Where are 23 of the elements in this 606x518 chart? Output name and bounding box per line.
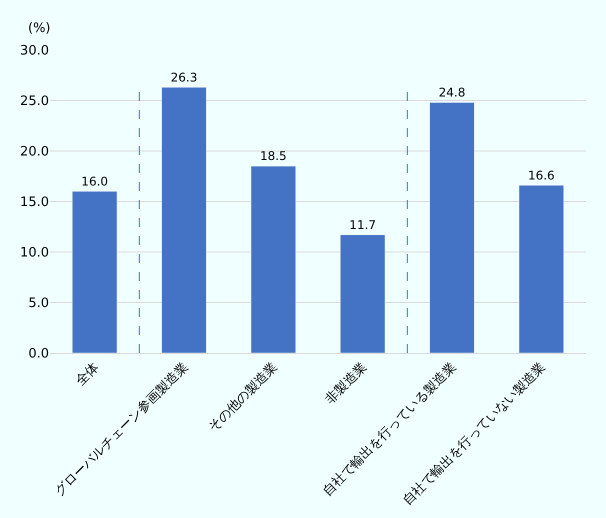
data-label: 16.0 bbox=[81, 174, 108, 188]
data-label: 24.8 bbox=[438, 86, 466, 100]
y-tick-label: 0.0 bbox=[28, 346, 49, 362]
bar bbox=[161, 87, 207, 353]
bar bbox=[250, 166, 296, 353]
y-tick-label: 5.0 bbox=[28, 296, 49, 312]
bar bbox=[72, 191, 118, 353]
bar bbox=[518, 185, 564, 353]
data-label: 16.6 bbox=[528, 168, 555, 182]
y-axis-title: (%) bbox=[28, 21, 50, 36]
bar bbox=[429, 102, 475, 353]
x-tick-label: 全体 bbox=[73, 360, 102, 389]
y-tick-label: 30.0 bbox=[20, 44, 49, 59]
y-tick-label: 10.0 bbox=[20, 246, 49, 261]
x-tick-label: 非製造業 bbox=[322, 360, 370, 408]
bar bbox=[340, 234, 386, 353]
y-tick-label: 20.0 bbox=[20, 144, 49, 160]
x-tick-label: その他の製造業 bbox=[206, 360, 281, 435]
data-label: 26.3 bbox=[170, 70, 198, 84]
data-label: 11.7 bbox=[349, 218, 376, 232]
y-tick-label: 25.0 bbox=[20, 94, 49, 110]
y-tick-label: 15.0 bbox=[20, 195, 49, 210]
data-label: 18.5 bbox=[260, 149, 287, 164]
